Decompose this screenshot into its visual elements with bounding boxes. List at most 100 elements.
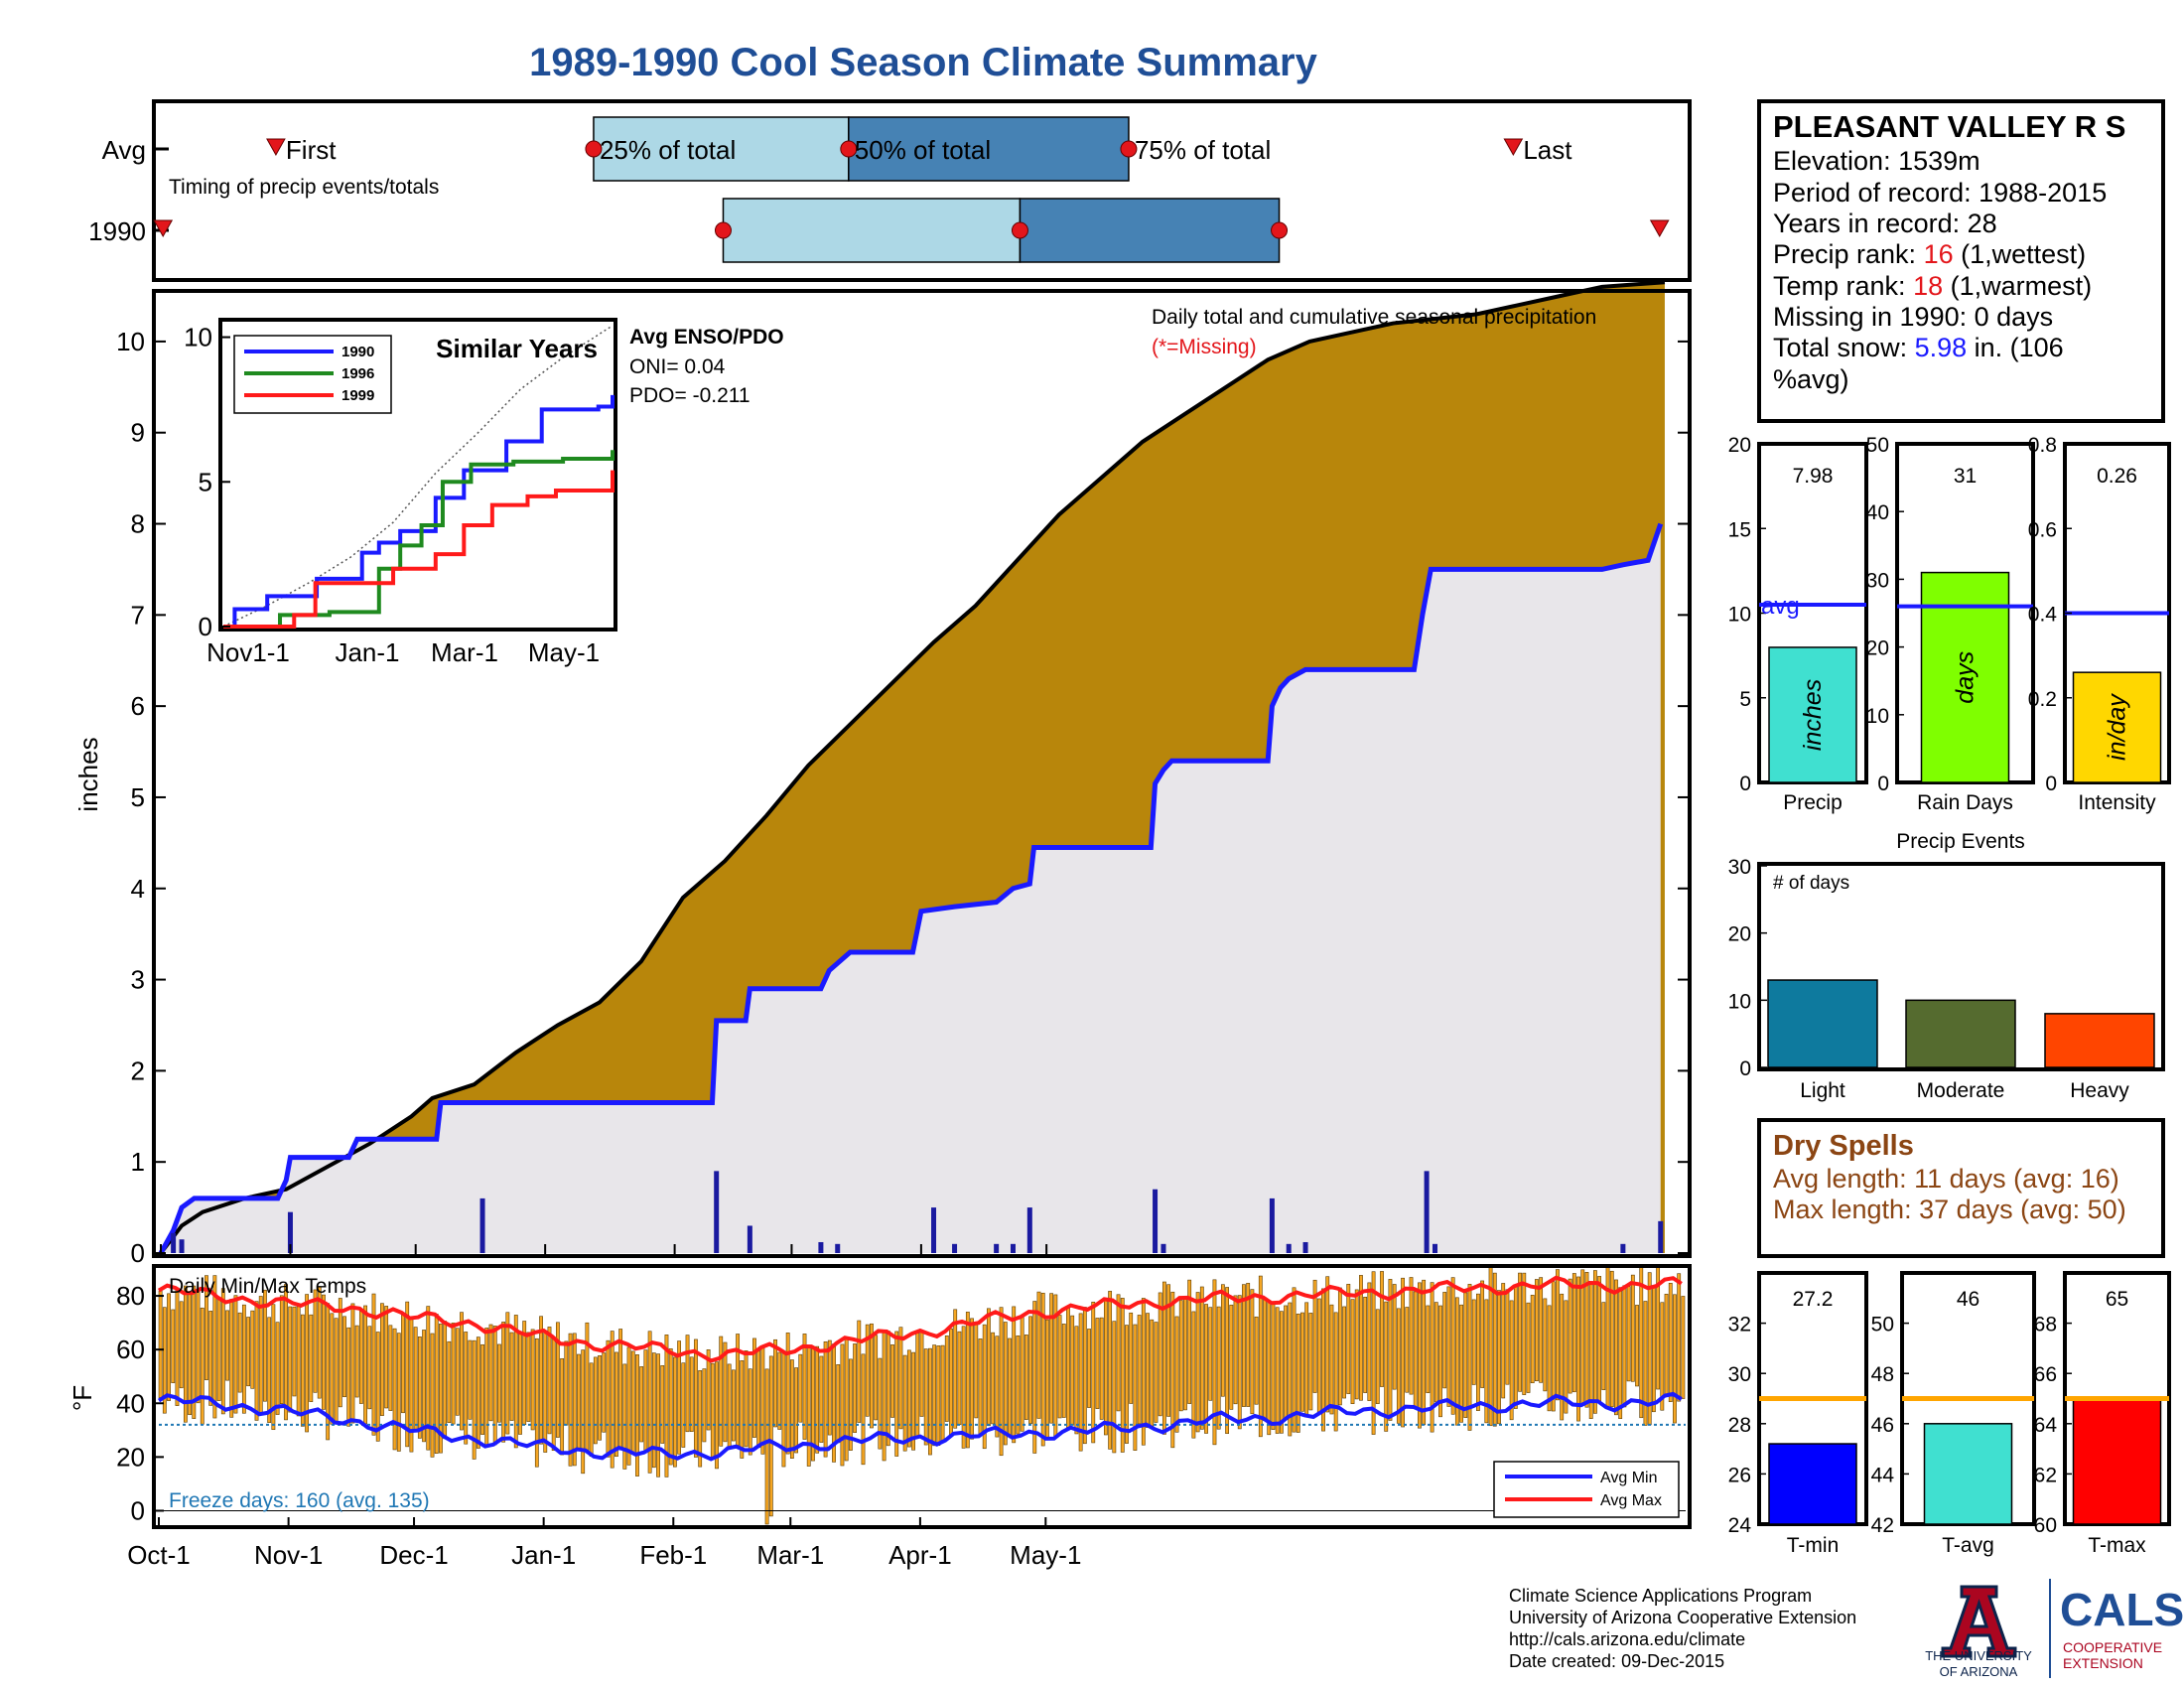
legend-avg-min: Avg Min [1600,1470,1658,1486]
small-bar-tick-label: 0 [1739,773,1751,795]
events-tick-label: 0 [1739,1057,1751,1080]
daily-temp-bar [241,1304,246,1414]
daily-temp-bar [1438,1305,1442,1418]
temp-chart-panel: Daily Min/Max Temps Freeze days: 160 (av… [68,1264,1692,1570]
daily-temp-bar [292,1306,297,1397]
daily-temp-bar [1681,1296,1686,1399]
daily-temp-bar [492,1326,497,1446]
timing-75-label: 75% of total [1135,135,1271,165]
daily-temp-bar [313,1289,318,1393]
daily-temp-bar [1108,1291,1113,1450]
timing-25-label: 25% of total [600,135,736,165]
daily-temp-bar [1442,1292,1447,1389]
timing-triangle-first-avg [266,138,286,157]
daily-temp-bar [468,1339,473,1420]
temp-bar-2 [2072,1397,2162,1525]
daily-temp-bar [1120,1298,1125,1453]
daily-temp-bar [1078,1313,1083,1452]
small-bar-0 [1768,646,1857,783]
daily-temp-bar [1166,1284,1171,1417]
daily-temp-bar [836,1364,841,1444]
daily-temp-bar [1564,1300,1569,1414]
daily-temp-bar [1178,1300,1183,1412]
daily-temp-bar [1471,1299,1476,1385]
footer-line1: Climate Science Applications Program [1509,1586,1812,1606]
daily-temp-bar [1568,1278,1572,1394]
inset-legend-label-1990: 1990 [341,344,374,360]
daily-precip-bar [931,1207,937,1253]
daily-temp-bar [1539,1277,1544,1383]
footer-line3: http://cals.arizona.edu/climate [1509,1629,1745,1649]
daily-temp-bar [840,1343,845,1467]
station-elevation: Elevation: 1539m [1773,146,1980,176]
daily-temp-bar [1651,1286,1656,1413]
daily-temp-bar [464,1332,469,1445]
temp-chart-title: Daily Min/Max Temps [169,1275,366,1298]
freeze-days-label: Freeze days: 160 (avg. 135) [169,1489,430,1512]
daily-precip-bar [171,1232,177,1253]
daily-temp-bar [1057,1315,1062,1419]
daily-temp-bar [1392,1284,1397,1390]
coop-ext-1: COOPERATIVE [2063,1639,2162,1655]
daily-precip-bar [1153,1189,1159,1253]
missing-note: (*=Missing) [1152,336,1257,358]
daily-temp-bar [681,1362,686,1448]
inset-legend-label-1996: 1996 [341,365,374,382]
small-bar-avg-label: avg [1761,593,1800,620]
daily-temp-bar [375,1332,380,1442]
daily-temp-bar [1467,1284,1472,1431]
daily-temp-bar [719,1336,724,1447]
small-bar-value-2: 0.26 [2097,465,2137,488]
daily-temp-bar [309,1314,314,1402]
daily-temp-bar [614,1351,618,1458]
daily-temp-bar [651,1352,656,1469]
daily-temp-bar [1643,1301,1648,1426]
daily-temp-bar [932,1344,937,1447]
daily-temp-bar [999,1307,1004,1457]
daily-temp-bar [1509,1300,1514,1421]
daily-temp-bar [978,1338,983,1437]
daily-temp-bar [806,1344,811,1467]
daily-temp-bar [1618,1287,1623,1419]
timing-first-label: First [286,135,337,165]
daily-temp-bar [476,1336,480,1449]
daily-temp-bar [371,1293,376,1436]
daily-temp-bar [472,1339,477,1460]
daily-temp-bar [1263,1298,1267,1422]
daily-temp-bar [1635,1305,1639,1387]
daily-temp-bar [744,1350,749,1448]
temp-bar-tick-label: 42 [1871,1514,1894,1537]
daily-temp-bar [1422,1279,1427,1426]
daily-temp-bar [1003,1322,1008,1446]
daily-temp-bar [1296,1313,1300,1433]
daily-precip-bar [1620,1243,1626,1253]
small-bar-unit-1: days [1952,651,1979,704]
small-bar-tick-label: 30 [1866,569,1889,592]
small-bar-tick-label: 50 [1866,434,1889,457]
daily-temp-bar [919,1330,924,1417]
daily-temp-bar [396,1333,401,1452]
daily-temp-bar [995,1336,1000,1438]
daily-temp-bar [635,1354,639,1477]
daily-temp-bar [685,1335,690,1433]
daily-temp-bar [1597,1276,1602,1402]
daily-temp-bar [1535,1279,1539,1381]
daily-temp-bar [220,1288,225,1415]
precip-event-label-2: Heavy [2070,1079,2129,1102]
daily-temp-bar [1146,1313,1150,1428]
daily-precip-bar [479,1197,485,1253]
daily-temp-bar [823,1340,828,1458]
daily-temp-bar [1664,1294,1669,1396]
daily-temp-bar [1463,1292,1468,1418]
daily-temp-bar [1380,1271,1384,1387]
daily-temp-bar [710,1362,715,1460]
daily-temp-bar [618,1329,623,1450]
avg-min-line [157,1391,1683,1462]
small-bar-label-2: Intensity [2078,791,2156,814]
daily-precip-bar [1658,1220,1664,1253]
daily-temp-bar [1609,1270,1614,1408]
daily-temp-bar [1258,1275,1263,1438]
daily-temp-bar [1584,1272,1589,1408]
daily-temp-bar [1087,1329,1091,1408]
dry-spells-box: Dry Spells Avg length: 11 days (avg: 16)… [1757,1118,2165,1258]
